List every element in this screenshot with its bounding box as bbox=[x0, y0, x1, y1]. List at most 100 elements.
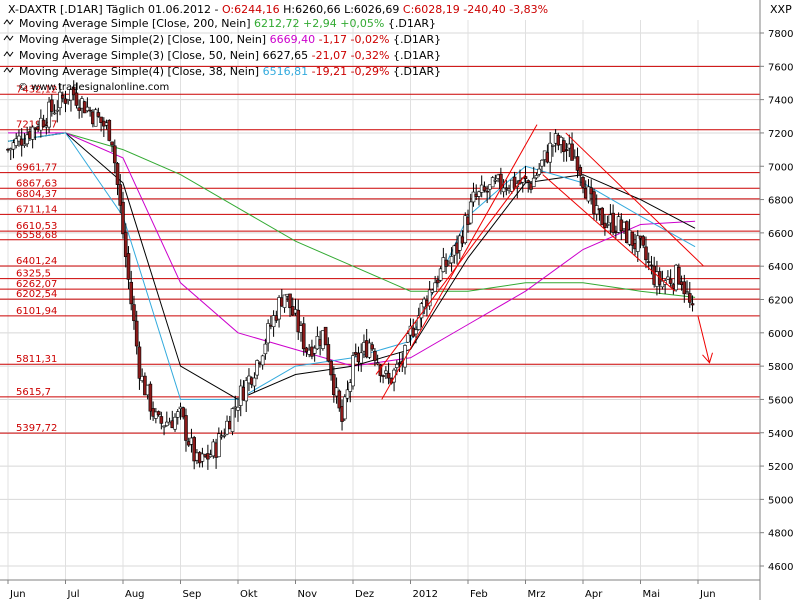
candle-body bbox=[192, 437, 196, 462]
candle-body bbox=[323, 326, 328, 346]
candle-body bbox=[99, 116, 103, 123]
candle bbox=[504, 179, 509, 196]
candle bbox=[630, 231, 635, 254]
indicator-value: 6669,40 bbox=[270, 33, 316, 46]
y-tick-label: 7600 bbox=[768, 62, 793, 73]
indicator-legend-row: Moving Average Simple(4) [Close, 38, Nei… bbox=[3, 65, 441, 78]
candle-body bbox=[605, 224, 610, 226]
candle bbox=[52, 104, 57, 115]
indicator-label: Moving Average Simple(4) [Close, 38, Nei… bbox=[19, 65, 263, 78]
y-tick-label: 7800 bbox=[768, 29, 793, 40]
candle-body bbox=[504, 187, 509, 190]
level-label: 6325,5 bbox=[16, 269, 51, 280]
candle-body bbox=[468, 201, 473, 224]
candle-body bbox=[493, 179, 498, 182]
y-tick-label: 5400 bbox=[768, 429, 793, 440]
candle bbox=[540, 159, 544, 174]
candle-body bbox=[345, 389, 350, 399]
candle-body bbox=[230, 408, 235, 432]
candle bbox=[381, 374, 385, 384]
candle-body bbox=[96, 112, 101, 117]
indicator-legend-row: Moving Average Simple [Close, 200, Nein]… bbox=[3, 17, 436, 30]
candle bbox=[359, 343, 364, 372]
candle-body bbox=[282, 294, 287, 308]
candle-body bbox=[405, 333, 410, 343]
candle-body bbox=[534, 175, 539, 179]
candle bbox=[682, 274, 687, 303]
x-tick-label: Mai bbox=[643, 589, 661, 600]
indicator-change: +2,94 +0,05% bbox=[303, 17, 384, 30]
x-tick-label: Apr bbox=[585, 589, 603, 600]
indicator-value: 6212,72 bbox=[254, 17, 300, 30]
candle-body bbox=[649, 264, 654, 267]
x-tick-label: Dez bbox=[355, 589, 374, 600]
level-label: 7219,47 bbox=[16, 120, 57, 131]
candle-body bbox=[217, 433, 221, 458]
y-tick-label: 5000 bbox=[768, 495, 793, 506]
candle-body bbox=[255, 360, 259, 376]
candle bbox=[93, 107, 98, 127]
candle bbox=[255, 359, 259, 380]
candle-body bbox=[301, 323, 306, 350]
candle bbox=[687, 281, 692, 308]
candle bbox=[263, 338, 268, 360]
y-tick-label: 7000 bbox=[768, 162, 793, 173]
candle bbox=[230, 407, 235, 436]
candle-body bbox=[332, 374, 336, 395]
candle-body bbox=[471, 191, 476, 203]
candle bbox=[570, 132, 574, 161]
candle bbox=[690, 295, 695, 312]
candle-body bbox=[575, 156, 580, 171]
candle bbox=[173, 413, 177, 432]
candle-body bbox=[548, 142, 552, 163]
candle-body bbox=[110, 141, 114, 146]
x-tick-label: Jul bbox=[67, 589, 80, 600]
candle-body bbox=[668, 278, 673, 284]
level-label: 6610,53 bbox=[16, 221, 57, 232]
candle bbox=[501, 179, 506, 198]
candle bbox=[562, 137, 566, 162]
candle-body bbox=[14, 138, 19, 146]
candle-body bbox=[384, 370, 388, 374]
candle bbox=[110, 141, 114, 153]
candle bbox=[47, 96, 51, 133]
candle-body bbox=[427, 289, 432, 307]
candle-body bbox=[562, 140, 566, 153]
level-label: 7432,12 bbox=[16, 84, 57, 95]
candle-body bbox=[236, 406, 240, 411]
projection-arrow-line bbox=[697, 316, 710, 363]
x-tick-label: Nov bbox=[298, 589, 318, 600]
trend-channel-line bbox=[375, 174, 526, 375]
candle bbox=[337, 389, 342, 412]
indicator-change: -19,21 -0,29% bbox=[312, 65, 390, 78]
candle bbox=[304, 346, 309, 357]
candle-body bbox=[277, 297, 281, 320]
indicator-wave-icon bbox=[3, 35, 14, 41]
candle-body bbox=[367, 342, 372, 358]
candle bbox=[222, 428, 227, 439]
candle bbox=[367, 338, 372, 360]
candle-body bbox=[690, 303, 695, 306]
candle bbox=[159, 411, 164, 430]
indicator-text: Moving Average Simple [Close, 200, Nein]… bbox=[19, 17, 436, 30]
indicator-value: 6516,81 bbox=[263, 65, 309, 78]
candle-body bbox=[436, 279, 440, 284]
candle bbox=[548, 132, 552, 173]
indicator-suffix: {.D1AR} bbox=[393, 49, 441, 62]
candle bbox=[384, 366, 388, 380]
candle bbox=[348, 378, 353, 403]
x-tick-label: 2012 bbox=[413, 589, 438, 600]
x-tick-label: Feb bbox=[470, 589, 488, 600]
arrow-head-icon bbox=[702, 352, 713, 364]
candle-body bbox=[687, 293, 692, 303]
indicator-suffix: {.D1AR} bbox=[388, 17, 436, 30]
y-tick-label: 5800 bbox=[768, 362, 793, 373]
level-label: 5397,72 bbox=[16, 423, 57, 434]
header-title-line: X-DAXTR [.D1AR] Täglich 01.06.2012 - O:6… bbox=[8, 3, 548, 16]
candle bbox=[137, 341, 142, 390]
candle bbox=[184, 408, 188, 452]
candle bbox=[419, 302, 424, 328]
candle bbox=[551, 144, 555, 157]
candle bbox=[312, 345, 317, 362]
currency-label: XXP bbox=[770, 3, 792, 16]
